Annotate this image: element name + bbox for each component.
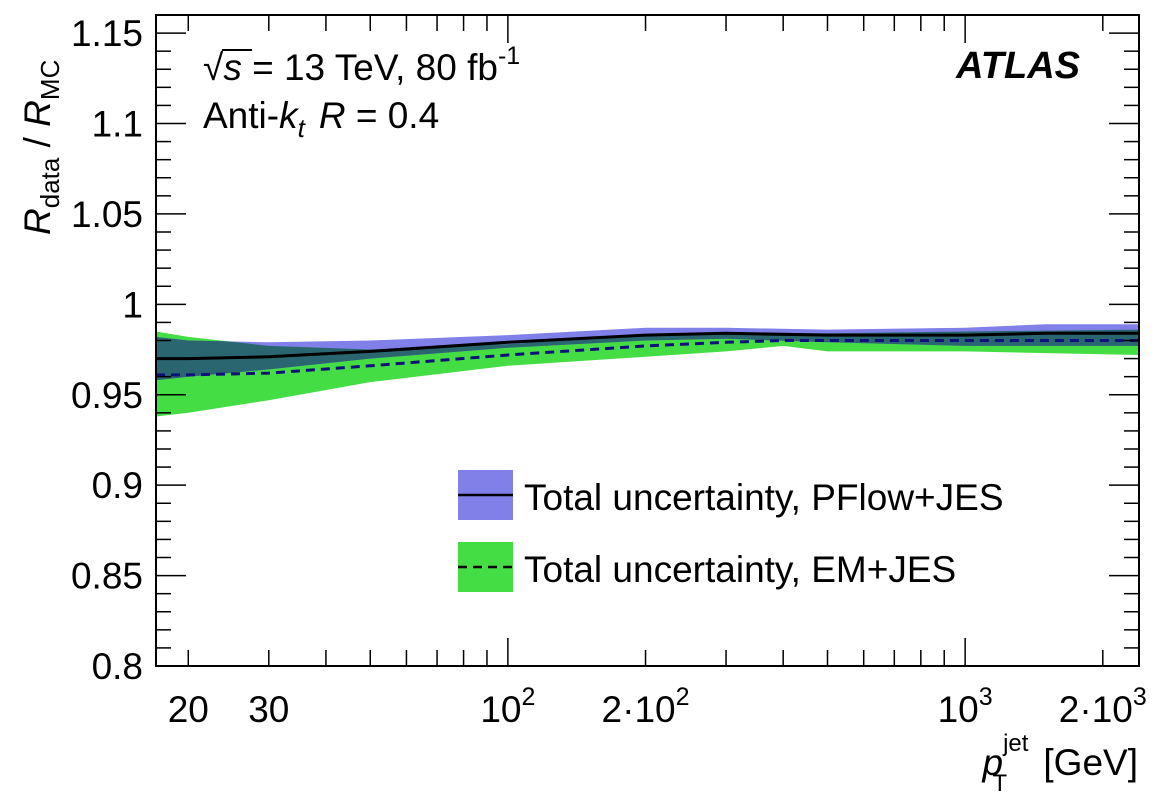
jet-algorithm-annotation: Anti-kt R = 0.4 — [203, 95, 439, 143]
y-tick-label: 0.85 — [71, 556, 143, 597]
x-tick-label: 102 — [480, 683, 535, 730]
y-tick-label: 0.9 — [92, 465, 143, 506]
y-tick-label: 0.8 — [92, 646, 143, 687]
x-tick-label: 2·102 — [602, 683, 690, 730]
x-tick-label: 20 — [168, 689, 209, 730]
energy-annotation: √s = 13 TeV, 80 fb-1 — [203, 42, 520, 88]
x-tick-label: 103 — [938, 683, 993, 730]
y-tick-label: 1.15 — [71, 13, 143, 54]
band-overlap — [156, 329, 1139, 381]
atlas-label: ATLAS — [955, 45, 1080, 87]
legend: Total uncertainty, PFlow+JES Total uncer… — [458, 470, 1004, 592]
y-tick-label: 1.1 — [92, 104, 143, 145]
uncertainty-bands — [156, 324, 1139, 417]
y-tick-label: 0.95 — [71, 375, 143, 416]
x-axis-title: pjet T [GeV] — [982, 730, 1139, 797]
central-lines — [156, 331, 1139, 377]
legend-label-em: Total uncertainty, EM+JES — [524, 549, 956, 590]
x-tick-label: 2·103 — [1059, 683, 1147, 730]
y-tick-label: 1 — [122, 284, 143, 325]
line-total-uncertainty-pflow-jes — [156, 331, 1139, 361]
x-tick-label: 30 — [248, 689, 289, 730]
y-axis-title: Rdata / RMC — [17, 60, 65, 235]
axis-tick-labels: 0.8 0.85 0.9 0.95 1 1.05 1.1 1.15 20 30 102 2·102 10… — [71, 13, 1147, 730]
axis-ticks — [156, 14, 1139, 667]
legend-label-pflow: Total uncertainty, PFlow+JES — [524, 477, 1004, 518]
y-tick-label: 1.05 — [71, 194, 143, 235]
